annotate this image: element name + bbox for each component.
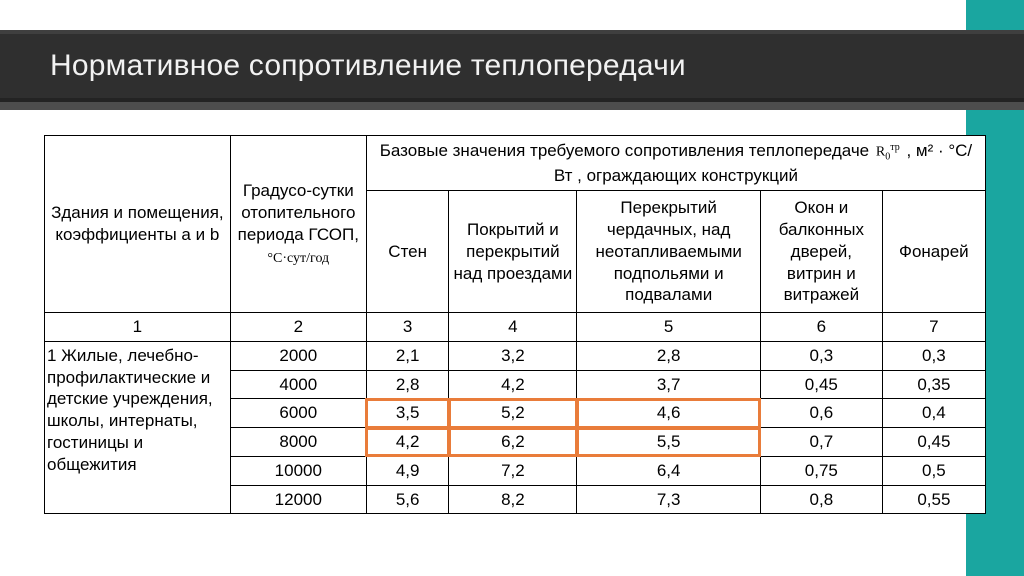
cell: 0,45 xyxy=(760,370,882,399)
cell: 0,45 xyxy=(882,428,985,457)
cell: 0,7 xyxy=(760,428,882,457)
banner-main: Нормативное сопротивление теплопередачи xyxy=(0,30,1024,102)
table-row: 1 Жилые, лечебно-профилактические и детс… xyxy=(45,341,986,370)
cell: 6,4 xyxy=(577,456,761,485)
column-index-row: 1 2 3 4 5 6 7 xyxy=(45,313,986,342)
header-supertop: Базовые значения требуемого сопротивлени… xyxy=(366,136,985,191)
page-title: Нормативное сопротивление теплопередачи xyxy=(50,49,686,83)
slide-root: Нормативное сопротивление теплопередачи … xyxy=(0,0,1024,576)
cell: 8000 xyxy=(230,428,366,457)
cell: 0,5 xyxy=(882,456,985,485)
cell: 7,3 xyxy=(577,485,761,514)
cell: 12000 xyxy=(230,485,366,514)
header-col2-l1: Градусо-сутки отопительного периода ГСОП… xyxy=(238,181,359,244)
cell: 2000 xyxy=(230,341,366,370)
colnum-1: 1 xyxy=(45,313,231,342)
cell: 0,3 xyxy=(760,341,882,370)
cell: 0,55 xyxy=(882,485,985,514)
header-col2: Градусо-сутки отопительного периода ГСОП… xyxy=(230,136,366,313)
cell: 2,8 xyxy=(366,370,449,399)
colnum-5: 5 xyxy=(577,313,761,342)
cell: 8,2 xyxy=(449,485,577,514)
cell: 3,7 xyxy=(577,370,761,399)
colnum-6: 6 xyxy=(760,313,882,342)
row-label-1: 1 Жилые, лечебно-профилактические и детс… xyxy=(45,341,231,514)
cell: 0,6 xyxy=(760,399,882,428)
cell-highlight: 6,2 xyxy=(449,428,577,457)
header-super-l1: Базовые значения требуемого сопротивлени… xyxy=(380,141,874,160)
cell-highlight: 4,2 xyxy=(366,428,449,457)
colnum-4: 4 xyxy=(449,313,577,342)
cell: 6000 xyxy=(230,399,366,428)
header-col1: Здания и помещения, коэффициенты a и b xyxy=(45,136,231,313)
header-col7: Фонарей xyxy=(882,191,985,313)
colnum-3: 3 xyxy=(366,313,449,342)
cell: 4,2 xyxy=(449,370,577,399)
cell: 5,6 xyxy=(366,485,449,514)
cell-highlight: 5,2 xyxy=(449,399,577,428)
cell: 7,2 xyxy=(449,456,577,485)
colnum-2: 2 xyxy=(230,313,366,342)
data-table: Здания и помещения, коэффициенты a и b Г… xyxy=(44,135,986,514)
cell: 3,2 xyxy=(449,341,577,370)
cell-highlight: 3,5 xyxy=(366,399,449,428)
colnum-7: 7 xyxy=(882,313,985,342)
header-super-formula: R0тр xyxy=(874,142,902,164)
cell: 0,75 xyxy=(760,456,882,485)
cell: 0,4 xyxy=(882,399,985,428)
header-col4: Покрытий и перекрытий над проездами xyxy=(449,191,577,313)
cell: 0,35 xyxy=(882,370,985,399)
cell: 2,8 xyxy=(577,341,761,370)
cell: 0,8 xyxy=(760,485,882,514)
cell: 4,9 xyxy=(366,456,449,485)
cell: 10000 xyxy=(230,456,366,485)
cell: 4000 xyxy=(230,370,366,399)
cell-highlight: 4,6 xyxy=(577,399,761,428)
cell: 0,3 xyxy=(882,341,985,370)
header-col2-formula: °С·сут/год xyxy=(265,250,331,268)
data-table-container: Здания и помещения, коэффициенты a и b Г… xyxy=(44,135,986,514)
cell: 2,1 xyxy=(366,341,449,370)
header-col6: Окон и балконных дверей, витрин и витраж… xyxy=(760,191,882,313)
title-banner: Нормативное сопротивление теплопередачи xyxy=(0,30,1024,102)
header-col5: Перекрытий чердачных, над неотапливаемым… xyxy=(577,191,761,313)
cell-highlight: 5,5 xyxy=(577,428,761,457)
header-col3: Стен xyxy=(366,191,449,313)
